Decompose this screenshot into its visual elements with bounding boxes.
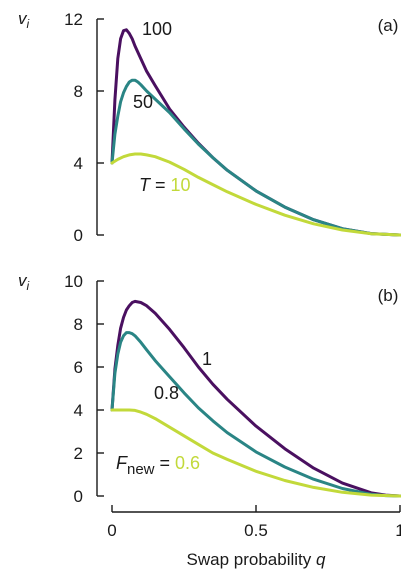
legend-value: 0.6 [175,453,200,473]
x-axis-label-main: Swap probability [187,550,316,569]
y-tick-label: 12 [64,10,83,29]
series-line-2 [110,408,401,498]
legend-var: F [116,453,128,473]
y-axis-label-sub: i [27,279,30,293]
x-tick-label: 1 [395,521,401,540]
panel-label: (a) [378,16,399,35]
x-axis: 0 0.5 1 Swap probability q [107,505,401,569]
legend-var: T [139,175,152,195]
y-tick-label: 4 [74,401,83,420]
y-axis-label-main: v [18,9,28,28]
legend-value: 10 [171,175,191,195]
panel-a: 0 4 8 12 vi (a) 100 50 T = 10 [18,9,401,245]
y-tick-label: 8 [74,82,83,101]
x-tick-label: 0.5 [244,521,268,540]
series-label-2: T = 10 [139,175,191,195]
series-label-2: Fnew = 0.6 [116,453,200,478]
panel-b: 0 2 4 6 8 10 vi (b) 1 0.8 Fnew = 0.6 [18,271,401,506]
y-axis-label: vi [18,271,30,293]
series-label-1: 50 [133,92,153,112]
series-label-0: 1 [202,349,212,369]
y-axis-label-main: v [18,271,28,290]
y-tick-label: 10 [64,272,83,291]
series-label-1: 0.8 [154,383,179,403]
y-axis-label-sub: i [27,17,30,31]
panel-label: (b) [378,286,399,305]
series-line-1 [110,331,401,498]
legend-equals: = [150,175,171,195]
series-line-0 [110,299,401,498]
series-line-1 [110,78,401,237]
series-line-2 [110,152,401,237]
y-tick-label: 2 [74,444,83,463]
series-label-0: 100 [142,19,172,39]
y-tick-label: 4 [74,154,83,173]
y-tick-label: 6 [74,358,83,377]
y-axis-label: vi [18,9,30,31]
legend-equals: = [155,453,176,473]
x-axis-label-var: q [316,550,326,569]
x-axis-label: Swap probability q [187,550,326,569]
y-tick-label: 0 [74,487,83,506]
x-tick-label: 0 [107,521,116,540]
legend-var-sub: new [127,461,155,478]
y-tick-label: 8 [74,315,83,334]
y-tick-label: 0 [74,226,83,245]
